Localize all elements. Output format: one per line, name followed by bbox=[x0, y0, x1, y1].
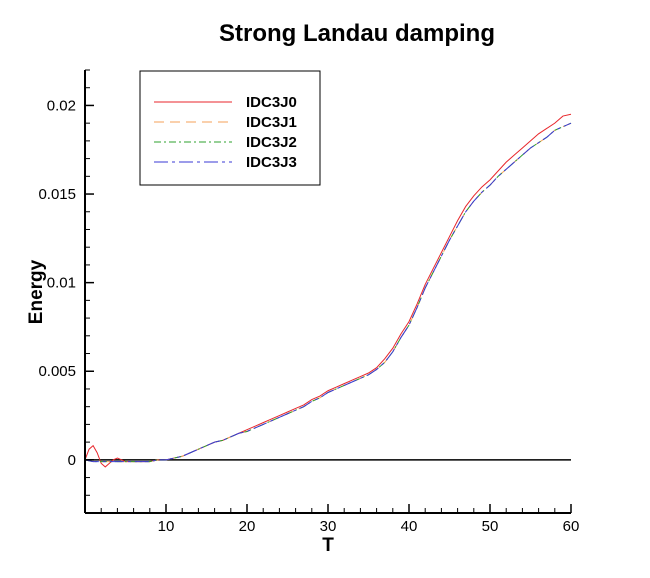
axes: 10 20 30 40 50 60 0 0.005 0.01 0.015 0.02 bbox=[38, 69, 580, 535]
legend: IDC3J0 IDC3J1 IDC3J2 IDC3J3 bbox=[139, 70, 321, 186]
x-tick-label: 30 bbox=[320, 518, 337, 535]
y-tick-label: 0.015 bbox=[38, 186, 76, 203]
legend-label-idc3j1: IDC3J1 bbox=[246, 114, 297, 131]
x-axis-label: T bbox=[322, 535, 334, 556]
series-line-idc3j3 bbox=[84, 122, 572, 463]
y-tick-label: 0.02 bbox=[47, 97, 76, 114]
y-tick-label: 0.01 bbox=[47, 275, 76, 292]
legend-label-idc3j0: IDC3J0 bbox=[246, 94, 297, 111]
plot-area bbox=[84, 113, 572, 468]
x-tick-label: 40 bbox=[401, 518, 418, 535]
y-axis-label: Energy bbox=[26, 259, 47, 324]
legend-label-idc3j2: IDC3J2 bbox=[246, 134, 297, 151]
x-tick-label: 10 bbox=[158, 518, 175, 535]
y-tick-label: 0 bbox=[68, 452, 76, 469]
y-tick-label: 0.005 bbox=[38, 363, 76, 380]
chart-title: Strong Landau damping bbox=[219, 20, 495, 47]
x-tick-label: 50 bbox=[482, 518, 499, 535]
x-tick-label: 60 bbox=[563, 518, 580, 535]
legend-box bbox=[139, 70, 321, 186]
x-tick-label: 20 bbox=[239, 518, 256, 535]
legend-label-idc3j3: IDC3J3 bbox=[246, 154, 297, 171]
